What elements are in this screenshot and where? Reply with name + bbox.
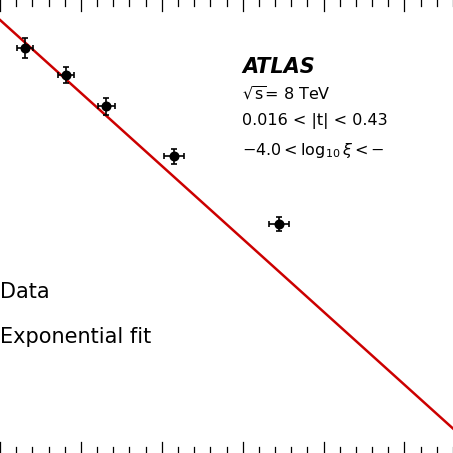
Text: Exponential fit: Exponential fit [0, 328, 151, 347]
Text: $\sqrt{\mathsf{s}}$= 8 TeV: $\sqrt{\mathsf{s}}$= 8 TeV [242, 85, 331, 102]
Text: 0.016 < |t| < 0.43: 0.016 < |t| < 0.43 [242, 113, 388, 129]
Text: $-4.0 < \log_{10}\xi < -$: $-4.0 < \log_{10}\xi < -$ [242, 141, 385, 160]
Text: ATLAS: ATLAS [242, 57, 315, 77]
Text: Data: Data [0, 282, 50, 302]
